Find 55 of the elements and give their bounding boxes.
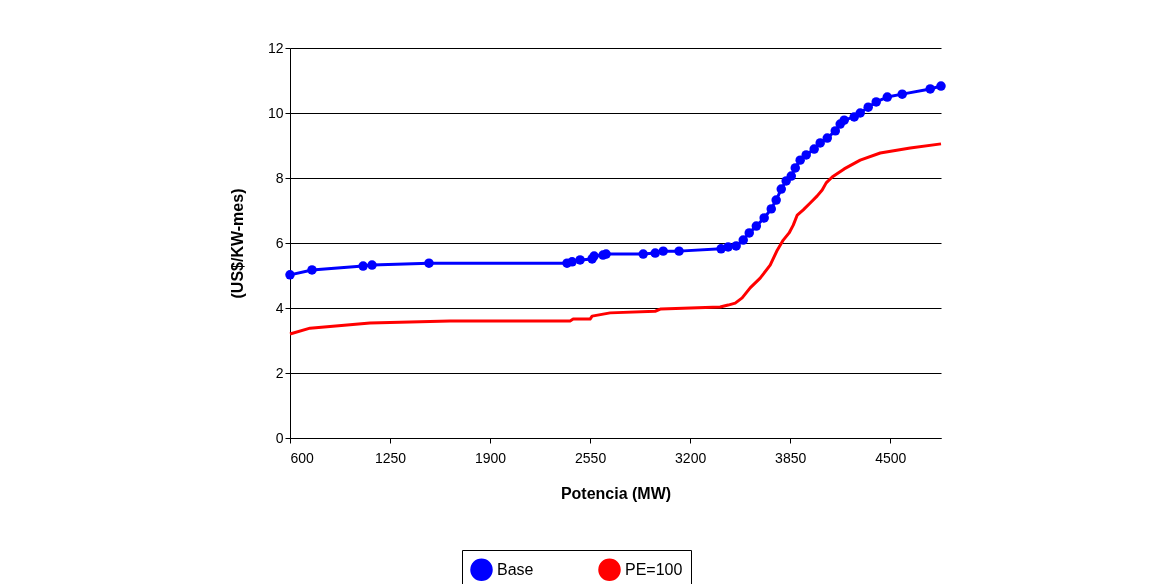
- point: [650, 248, 660, 258]
- point: [638, 249, 648, 259]
- point: [424, 258, 434, 268]
- point: [839, 115, 849, 125]
- point: [871, 97, 881, 107]
- y-tick-label: 10: [267, 104, 284, 121]
- x-tick-label: 4500: [875, 449, 907, 466]
- point: [897, 89, 907, 99]
- y-tick-label: 8: [275, 169, 284, 186]
- point: [786, 171, 796, 181]
- y-tick-label: 0: [275, 429, 284, 446]
- x-axis-title: Potencia (MW): [560, 484, 672, 502]
- point: [307, 265, 317, 275]
- point: [575, 255, 585, 265]
- point: [358, 261, 368, 271]
- point: [674, 246, 684, 256]
- x-tick-label: 1900: [474, 449, 507, 466]
- point: [723, 242, 733, 252]
- line-series: [288, 142, 943, 336]
- point: [776, 184, 786, 194]
- point: [738, 235, 748, 245]
- point: [936, 81, 946, 91]
- point: [882, 92, 893, 102]
- point: [751, 221, 762, 231]
- x-tick-label: 600: [290, 449, 315, 466]
- x-tick-label: 3200: [675, 449, 707, 466]
- point: [822, 133, 833, 143]
- point: [658, 246, 668, 256]
- point: [925, 84, 935, 94]
- point: [567, 257, 577, 267]
- point: [367, 260, 377, 270]
- legend-label: PE=100: [625, 560, 683, 578]
- point: [830, 126, 841, 136]
- point: [771, 195, 781, 205]
- x-tick-label: 2550: [575, 449, 607, 466]
- point: [766, 204, 776, 214]
- legend-label: Base: [497, 560, 534, 578]
- y-axis-title: (US$/KW-mes): [228, 188, 246, 299]
- point: [731, 241, 741, 251]
- point: [809, 144, 819, 154]
- point: [790, 163, 800, 173]
- point: [815, 138, 825, 148]
- point: [744, 228, 754, 238]
- y-tick-label: 12: [267, 39, 284, 56]
- point: [863, 102, 873, 112]
- point: [759, 213, 769, 223]
- point: [855, 108, 865, 118]
- point: [795, 155, 805, 165]
- x-tick-label: 3850: [775, 449, 807, 466]
- y-tick-label: 6: [275, 234, 284, 251]
- point: [285, 270, 295, 280]
- x-tick-label: 1250: [374, 449, 407, 466]
- y-tick-label: 4: [275, 299, 284, 316]
- point: [801, 150, 811, 160]
- y-tick-label: 2: [275, 364, 284, 381]
